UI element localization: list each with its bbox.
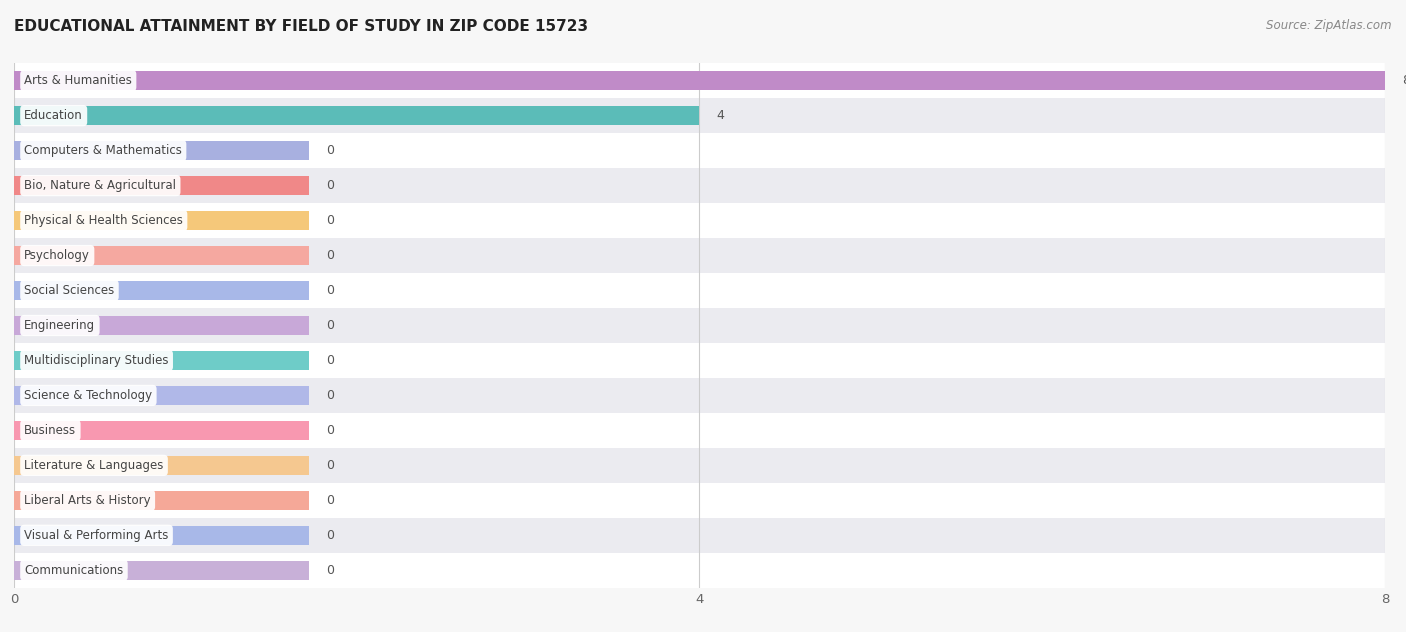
Bar (14, 518, 1385, 553)
Text: EDUCATIONAL ATTAINMENT BY FIELD OF STUDY IN ZIP CODE 15723: EDUCATIONAL ATTAINMENT BY FIELD OF STUDY… (14, 19, 588, 34)
Text: 0: 0 (326, 459, 335, 472)
Bar (14, 553, 1385, 588)
Bar (14, 238, 1385, 273)
Bar (14, 413, 1385, 448)
Text: Liberal Arts & History: Liberal Arts & History (24, 494, 150, 507)
Bar (14, 526, 309, 545)
Bar (14, 203, 1385, 238)
Text: 0: 0 (326, 249, 335, 262)
Bar (14, 71, 1385, 90)
Text: Social Sciences: Social Sciences (24, 284, 115, 297)
Text: Engineering: Engineering (24, 319, 96, 332)
Text: Bio, Nature & Agricultural: Bio, Nature & Agricultural (24, 179, 176, 192)
Text: 0: 0 (326, 179, 335, 192)
Bar (14, 106, 700, 125)
Text: 0: 0 (326, 144, 335, 157)
Text: 0: 0 (326, 424, 335, 437)
Text: Arts & Humanities: Arts & Humanities (24, 74, 132, 87)
Bar (14, 133, 1385, 168)
Bar (14, 316, 309, 335)
Text: Education: Education (24, 109, 83, 122)
Bar (14, 273, 1385, 308)
Text: Communications: Communications (24, 564, 124, 577)
Text: Visual & Performing Arts: Visual & Performing Arts (24, 529, 169, 542)
Text: Computers & Mathematics: Computers & Mathematics (24, 144, 183, 157)
Bar (14, 483, 1385, 518)
Bar (14, 168, 1385, 203)
Text: Psychology: Psychology (24, 249, 90, 262)
Bar (14, 448, 1385, 483)
Bar (14, 378, 1385, 413)
Bar (14, 63, 1385, 98)
Text: Science & Technology: Science & Technology (24, 389, 152, 402)
Bar (14, 561, 309, 580)
Text: 0: 0 (326, 529, 335, 542)
Bar (14, 211, 309, 230)
Text: 0: 0 (326, 354, 335, 367)
Text: Literature & Languages: Literature & Languages (24, 459, 163, 472)
Text: Multidisciplinary Studies: Multidisciplinary Studies (24, 354, 169, 367)
Bar (14, 308, 1385, 343)
Text: 0: 0 (326, 494, 335, 507)
Text: 0: 0 (326, 389, 335, 402)
Bar (14, 351, 309, 370)
Bar (14, 281, 309, 300)
Text: 4: 4 (717, 109, 724, 122)
Text: 0: 0 (326, 564, 335, 577)
Bar (14, 456, 309, 475)
Bar (14, 176, 309, 195)
Text: Physical & Health Sciences: Physical & Health Sciences (24, 214, 183, 227)
Text: 0: 0 (326, 319, 335, 332)
Bar (14, 246, 309, 265)
Bar (14, 141, 309, 161)
Bar (14, 490, 309, 510)
Text: 0: 0 (326, 214, 335, 227)
Bar (14, 421, 309, 440)
Text: Business: Business (24, 424, 76, 437)
Text: 0: 0 (326, 284, 335, 297)
Text: Source: ZipAtlas.com: Source: ZipAtlas.com (1267, 19, 1392, 32)
Bar (14, 343, 1385, 378)
Text: 8: 8 (1402, 74, 1406, 87)
Bar (14, 386, 309, 405)
Bar (14, 98, 1385, 133)
